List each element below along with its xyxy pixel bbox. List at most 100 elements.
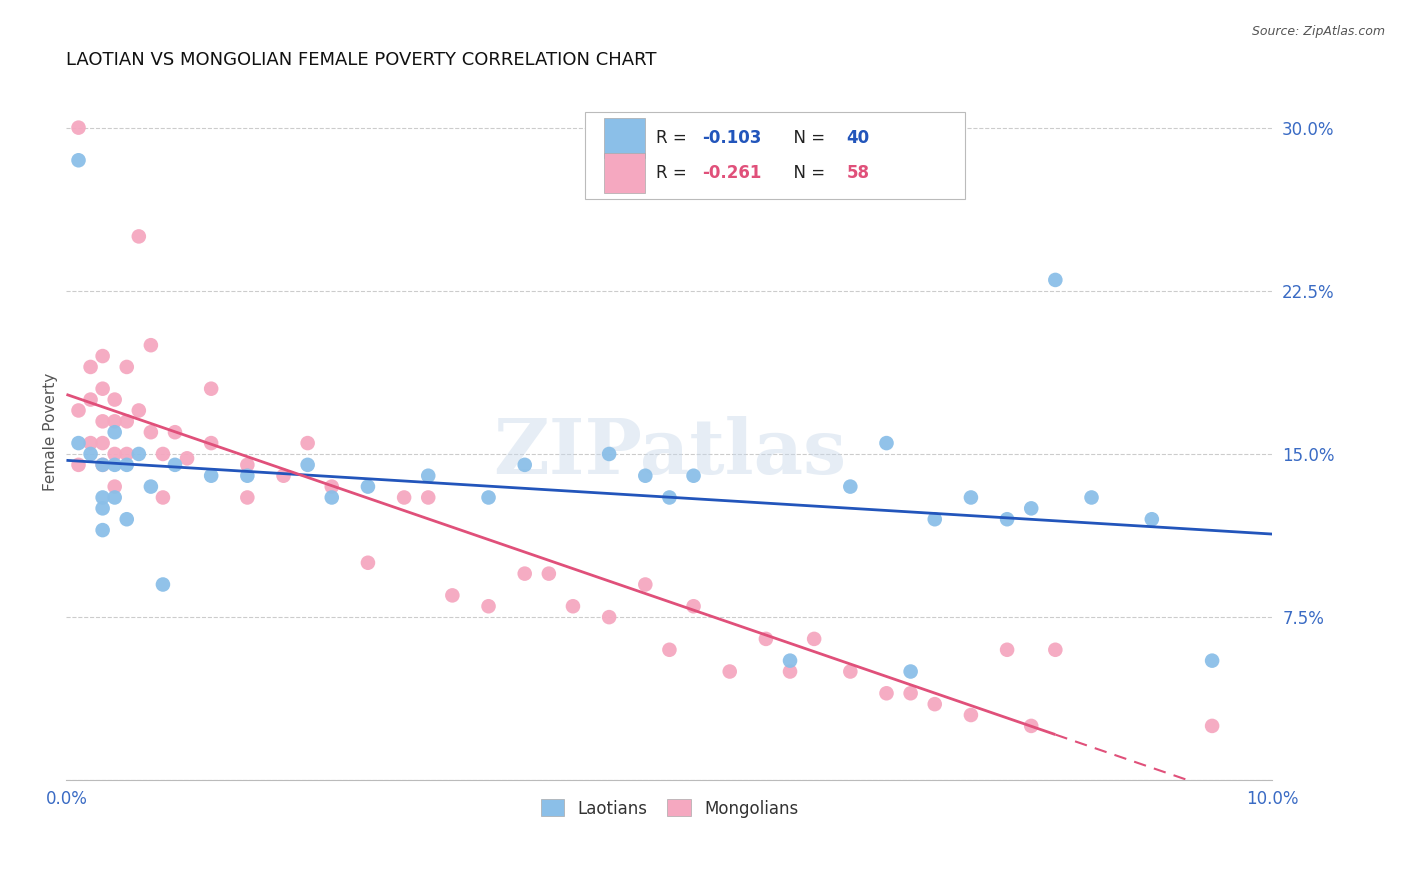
Point — [995, 642, 1018, 657]
Point — [152, 491, 174, 505]
Text: LAOTIAN VS MONGOLIAN FEMALE POVERTY CORRELATION CHART: LAOTIAN VS MONGOLIAN FEMALE POVERTY CORR… — [66, 51, 657, 69]
Point — [682, 468, 704, 483]
Point — [297, 458, 319, 472]
Point — [104, 392, 127, 407]
Point — [297, 436, 319, 450]
Point — [357, 556, 380, 570]
Point — [236, 468, 259, 483]
FancyBboxPatch shape — [605, 153, 645, 193]
Point — [1201, 719, 1223, 733]
Point — [200, 436, 222, 450]
Point — [357, 480, 380, 494]
Point — [900, 686, 922, 700]
Point — [513, 458, 536, 472]
Point — [104, 447, 127, 461]
Point — [67, 153, 90, 168]
Point — [236, 458, 259, 472]
Text: 58: 58 — [846, 164, 870, 182]
FancyBboxPatch shape — [605, 118, 645, 158]
Point — [67, 120, 90, 135]
Point — [91, 501, 114, 516]
Point — [418, 491, 440, 505]
Point — [115, 447, 138, 461]
Point — [1080, 491, 1102, 505]
Point — [139, 480, 162, 494]
Point — [200, 468, 222, 483]
Point — [924, 512, 946, 526]
Point — [755, 632, 778, 646]
Point — [924, 697, 946, 711]
Text: R =: R = — [657, 164, 692, 182]
Text: R =: R = — [657, 128, 692, 147]
Point — [1019, 719, 1042, 733]
Point — [79, 447, 101, 461]
Point — [1140, 512, 1163, 526]
Point — [200, 382, 222, 396]
Point — [104, 425, 127, 440]
Point — [128, 403, 150, 417]
Point — [79, 359, 101, 374]
Point — [152, 577, 174, 591]
Point — [115, 458, 138, 472]
Point — [91, 523, 114, 537]
Point — [418, 468, 440, 483]
Point — [779, 654, 801, 668]
Point — [960, 708, 983, 723]
Point — [1045, 273, 1067, 287]
Point — [392, 491, 415, 505]
Point — [537, 566, 560, 581]
FancyBboxPatch shape — [585, 112, 965, 199]
Point — [562, 599, 585, 614]
Point — [115, 414, 138, 428]
Point — [995, 512, 1018, 526]
Point — [163, 458, 186, 472]
Point — [839, 480, 862, 494]
Point — [139, 425, 162, 440]
Point — [839, 665, 862, 679]
Text: 40: 40 — [846, 128, 870, 147]
Legend: Laotians, Mongolians: Laotians, Mongolians — [534, 793, 804, 824]
Text: N =: N = — [783, 164, 830, 182]
Text: -0.261: -0.261 — [702, 164, 762, 182]
Y-axis label: Female Poverty: Female Poverty — [44, 373, 58, 491]
Text: ZIPatlas: ZIPatlas — [494, 416, 846, 490]
Point — [321, 491, 343, 505]
Point — [139, 338, 162, 352]
Point — [91, 458, 114, 472]
Point — [67, 403, 90, 417]
Point — [634, 577, 657, 591]
Point — [718, 665, 741, 679]
Point — [900, 665, 922, 679]
Point — [91, 382, 114, 396]
Point — [658, 642, 681, 657]
Point — [321, 480, 343, 494]
Point — [128, 229, 150, 244]
Point — [115, 359, 138, 374]
Point — [598, 447, 620, 461]
Point — [91, 436, 114, 450]
Point — [91, 349, 114, 363]
Point — [598, 610, 620, 624]
Point — [79, 436, 101, 450]
Point — [163, 425, 186, 440]
Point — [441, 588, 464, 602]
Point — [1019, 501, 1042, 516]
Text: Source: ZipAtlas.com: Source: ZipAtlas.com — [1251, 25, 1385, 38]
Point — [876, 686, 898, 700]
Point — [152, 447, 174, 461]
Point — [658, 491, 681, 505]
Point — [477, 599, 499, 614]
Point — [115, 512, 138, 526]
Point — [104, 491, 127, 505]
Point — [236, 491, 259, 505]
Point — [128, 447, 150, 461]
Point — [1201, 654, 1223, 668]
Point — [91, 414, 114, 428]
Point — [682, 599, 704, 614]
Point — [79, 392, 101, 407]
Point — [960, 491, 983, 505]
Text: -0.103: -0.103 — [702, 128, 762, 147]
Point — [876, 436, 898, 450]
Point — [513, 566, 536, 581]
Point — [91, 491, 114, 505]
